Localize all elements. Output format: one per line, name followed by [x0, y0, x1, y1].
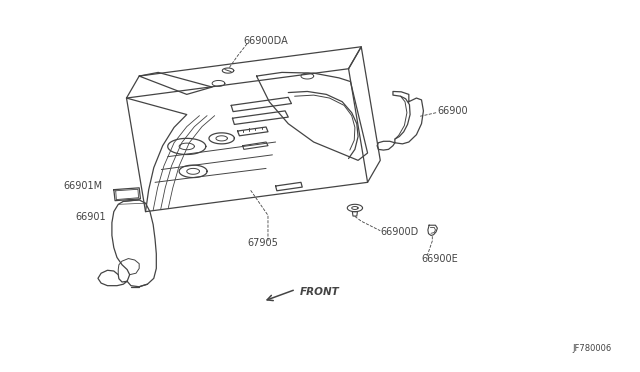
Text: JF780006: JF780006: [573, 344, 612, 353]
Text: 66901M: 66901M: [63, 181, 102, 191]
Text: 66900E: 66900E: [422, 254, 458, 264]
Text: FRONT: FRONT: [300, 287, 339, 297]
Text: 66900D: 66900D: [380, 227, 419, 237]
Text: 66900: 66900: [437, 106, 468, 116]
Text: 66901: 66901: [76, 212, 106, 222]
Text: 67905: 67905: [247, 238, 278, 248]
Text: 66900DA: 66900DA: [244, 36, 289, 46]
